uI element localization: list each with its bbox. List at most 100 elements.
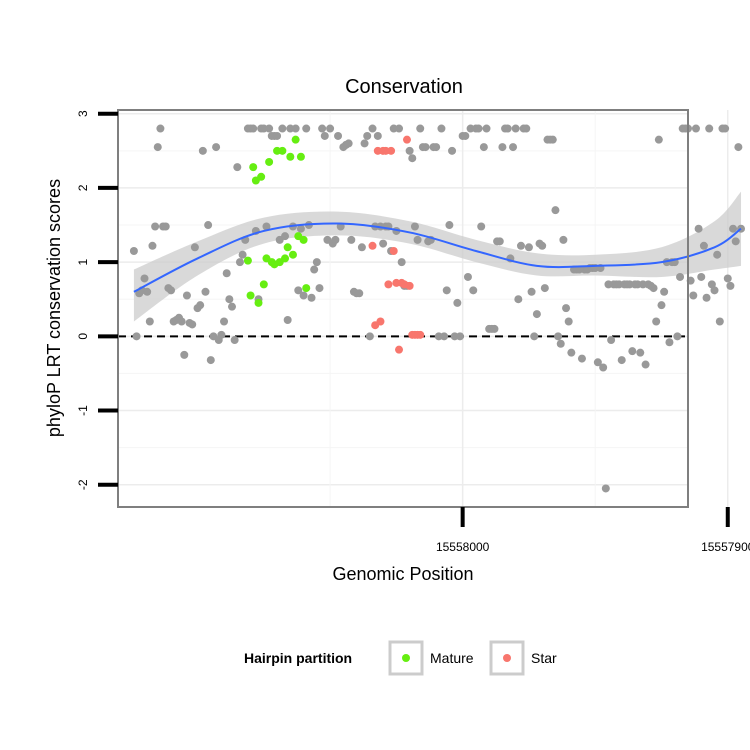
axes-layer: -2 -1 0 1 2 3 15558000 15557900 [76,110,750,554]
data-point-other [238,250,247,259]
data-point-other [397,258,406,267]
data-point-other [363,131,372,140]
data-point-other [315,284,324,293]
data-point-mature [299,235,308,244]
data-point-other [190,243,199,252]
data-point-other [198,146,207,155]
data-point-mature [291,135,300,144]
data-point-other [689,291,698,300]
data-point-other [283,316,292,325]
data-point-other [607,336,616,345]
data-point-mature [302,284,311,293]
data-point-other [729,224,738,233]
data-point-other [143,287,152,296]
data-point-other [355,289,364,298]
data-point-other [498,143,507,152]
data-point-other [660,287,669,296]
data-point-other [524,243,533,252]
data-point-other [511,124,520,133]
data-point-other [461,131,470,140]
data-point-mature [286,152,295,161]
data-point-other [360,139,369,148]
data-point-star [368,241,377,250]
data-point-other [482,124,491,133]
data-point-other [723,274,732,283]
y-tick-label: 3 [76,110,90,117]
data-point-other [548,135,557,144]
data-point-star [395,345,404,354]
data-point-mature [296,152,305,161]
data-point-other [206,356,215,365]
points-layer [129,124,746,493]
data-point-mature [265,157,274,166]
data-point-other [129,246,138,255]
data-point-other [347,235,356,244]
data-point-other [294,286,303,295]
data-point-other [448,146,457,155]
data-point-other [326,124,335,133]
data-point-other [527,287,536,296]
data-point-other [532,310,541,319]
data-point-mature [254,298,263,307]
data-point-other [567,348,576,357]
confidence-band-layer [133,191,742,322]
data-point-other [365,332,374,341]
legend-swatch-mature [402,654,410,662]
data-point-other [490,324,499,333]
data-point-other [249,124,258,133]
data-point-other [522,124,531,133]
data-point-other [530,332,539,341]
data-point-other [230,336,239,345]
data-point-other [710,286,719,295]
data-point-other [713,250,722,259]
x-tick-label: 15557900 [701,540,750,554]
data-point-mature [249,163,258,172]
data-point-other [503,124,512,133]
data-point-other [148,241,157,250]
data-point-other [694,224,703,233]
data-point-other [734,143,743,152]
data-point-other [222,269,231,278]
data-point-other [705,124,714,133]
data-point-other [556,339,565,348]
data-point-other [320,131,329,140]
data-point-other [413,235,422,244]
y-tick-label: 0 [76,333,90,340]
data-point-other [334,131,343,140]
legend: Hairpin partition Mature Star [244,640,557,676]
smooth-line-layer [133,222,742,293]
data-point-other [204,221,213,230]
data-point-mature [288,250,297,259]
data-point-other [702,293,711,302]
data-point-other [456,332,464,341]
data-point-other [151,222,160,231]
data-point-other [516,241,525,250]
data-point-other [673,332,682,341]
data-point-other [296,224,305,233]
data-point-other [617,356,626,365]
grid [118,110,729,507]
data-point-other [726,281,735,290]
data-point-other [509,143,518,152]
data-point-other [156,124,165,133]
y-tick-label: -1 [76,405,90,416]
legend-label-mature: Mature [430,650,474,666]
data-point-other [562,304,571,313]
data-point-other [331,235,340,244]
data-point-other [201,287,210,296]
data-point-other [514,295,523,304]
data-point-other [636,348,645,357]
data-point-other [368,124,377,133]
data-point-star [376,317,385,326]
data-point-other [225,295,234,304]
data-point-other [302,124,311,133]
data-point-other [228,302,236,311]
data-point-other [721,124,730,133]
data-point-other [379,239,388,248]
data-point-other [453,298,462,307]
data-point-other [212,143,221,152]
data-point-other [310,265,319,274]
data-point-other [599,363,608,372]
data-point-other [554,332,563,341]
data-point-other [691,124,700,133]
